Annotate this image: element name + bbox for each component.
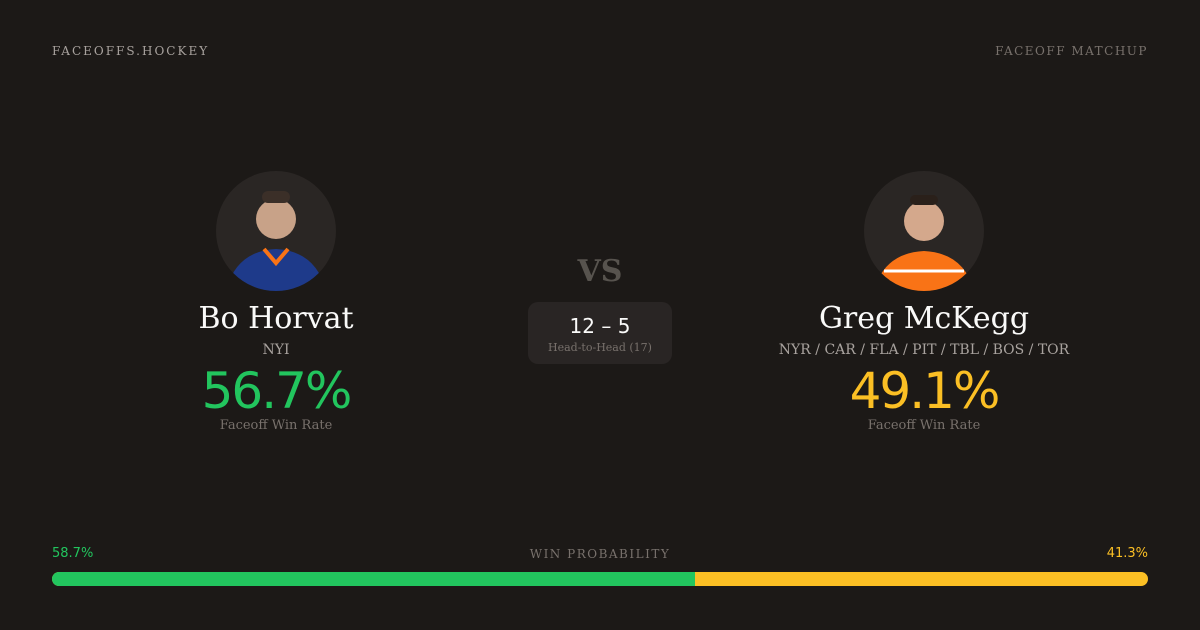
player-right: Greg McKegg NYR / CAR / FLA / PIT / TBL … — [724, 171, 1124, 433]
win-probability-bar — [52, 572, 1148, 586]
site-brand: FACEOFFS.HOCKEY — [52, 44, 210, 58]
player-team: NYR / CAR / FLA / PIT / TBL / BOS / TOR — [778, 342, 1070, 358]
vs-label: VS — [577, 254, 623, 289]
player-name: Bo Horvat — [198, 301, 354, 336]
win-prob-label: WIN PROBABILITY — [529, 547, 671, 561]
player-left: Bo Horvat NYI 56.7% Faceoff Win Rate — [76, 171, 476, 433]
win-prob-left-fill — [52, 572, 696, 586]
player-avatar — [864, 171, 984, 291]
player-name: Greg McKegg — [818, 301, 1030, 336]
player-avatar — [216, 171, 336, 291]
head-to-head-box: 12 – 5 Head-to-Head (17) — [528, 302, 672, 364]
player-team: NYI — [262, 342, 290, 358]
player-photo-icon — [874, 195, 974, 291]
h2h-label: Head-to-Head (17) — [548, 341, 652, 354]
faceoff-rate-label: Faceoff Win Rate — [219, 418, 333, 433]
win-prob-right: 41.3% — [1106, 546, 1148, 561]
player-photo-icon — [226, 191, 326, 291]
faceoff-rate: 49.1% — [849, 362, 1001, 420]
win-prob-left: 58.7% — [52, 546, 94, 561]
faceoff-rate: 56.7% — [201, 362, 353, 420]
h2h-score: 12 – 5 — [569, 314, 631, 338]
faceoff-rate-label: Faceoff Win Rate — [867, 418, 981, 433]
page-tag: FACEOFF MATCHUP — [995, 44, 1148, 58]
